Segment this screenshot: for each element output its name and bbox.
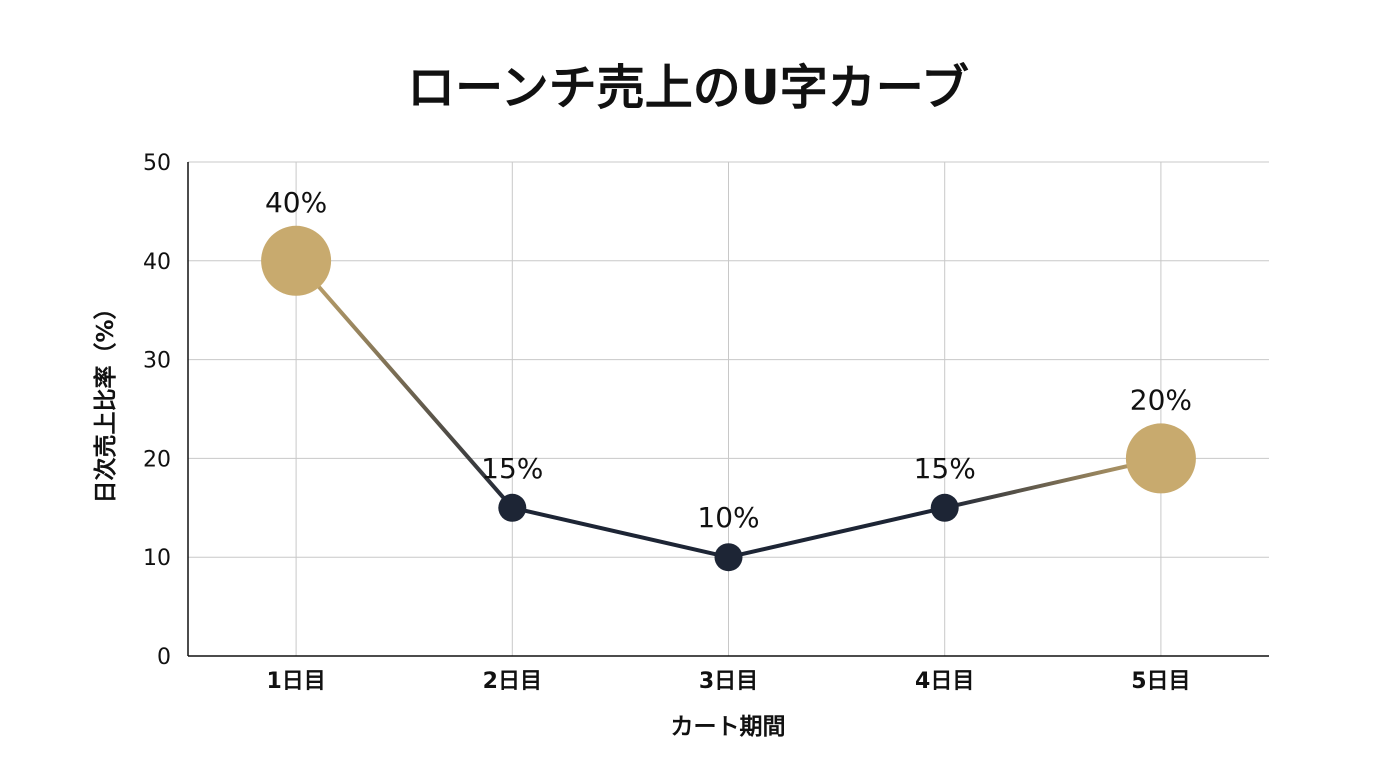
grid-layer — [188, 161, 1269, 656]
y-tick-label: 20 — [143, 447, 171, 472]
highlighted-data-point — [1125, 423, 1196, 494]
data-label: 20% — [1130, 383, 1192, 416]
x-tick-label: 5日目 — [1131, 669, 1190, 694]
x-tick-label: 4日目 — [915, 669, 974, 694]
x-axis-title: カート期間 — [671, 714, 786, 740]
series-line-segment — [942, 456, 1163, 510]
y-tick-label: 30 — [143, 349, 171, 374]
y-tick-label: 0 — [157, 645, 171, 670]
series-line-segment — [726, 505, 947, 560]
data-label: 40% — [265, 186, 327, 219]
y-tick-label: 50 — [143, 151, 171, 176]
data-label: 15% — [481, 452, 543, 485]
data-label: 15% — [914, 452, 976, 485]
series-line-segment — [510, 505, 731, 560]
y-axis-title: 日次売上比率（%） — [92, 296, 119, 503]
chart-title: ローンチ売上のU字カーブ — [407, 60, 969, 116]
series-line-segment — [294, 258, 515, 510]
data-label: 10% — [697, 501, 759, 534]
data-point — [714, 543, 743, 572]
line-layer — [294, 258, 1163, 560]
tick-layer: 0 10 20 30 40 50 1日目 2日目 3日目 4日目 5日目 — [143, 151, 1191, 694]
y-tick-label: 40 — [143, 250, 171, 275]
x-tick-label: 3日目 — [699, 669, 758, 694]
point-layer — [261, 225, 1196, 572]
axis-layer — [187, 162, 1269, 657]
x-tick-label: 2日目 — [483, 669, 542, 694]
data-point — [498, 493, 527, 522]
x-tick-label: 1日目 — [266, 669, 325, 694]
y-tick-label: 10 — [143, 546, 171, 571]
data-point — [930, 493, 959, 522]
label-layer: 40% 15% 10% 15% 20% — [265, 186, 1192, 534]
highlighted-data-point — [261, 225, 332, 296]
